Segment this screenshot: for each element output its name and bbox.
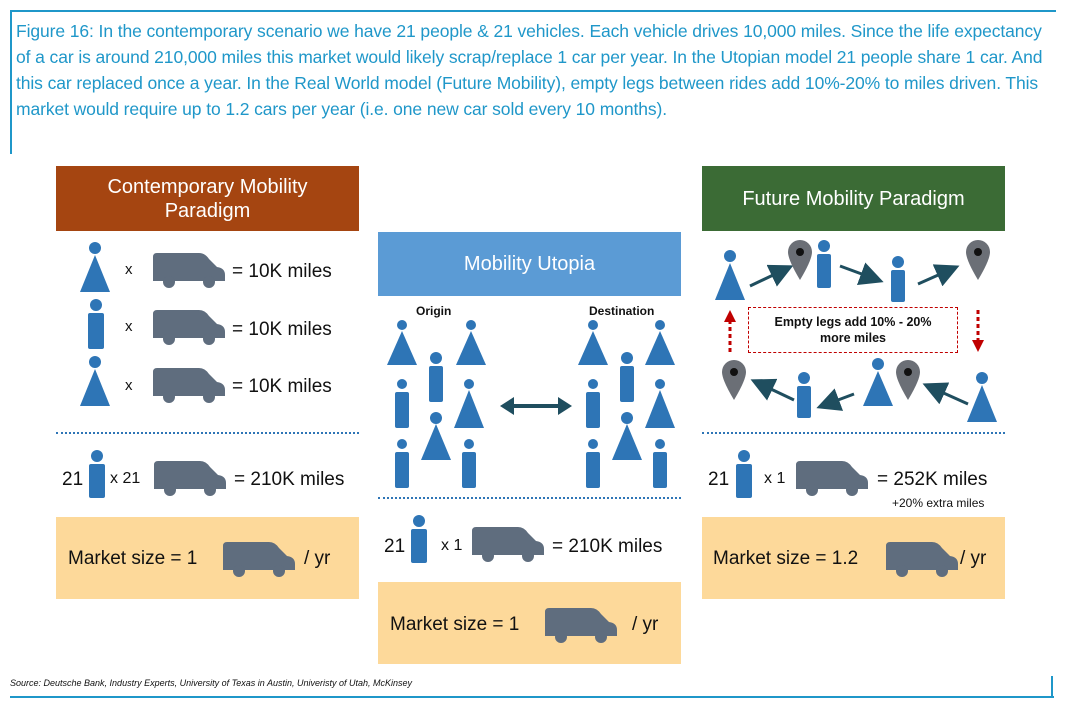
arrow-icon: [972, 310, 984, 352]
double-arrow-icon: [500, 397, 572, 415]
person-female-icon: [578, 320, 608, 365]
person-male-icon: [395, 379, 409, 428]
people-count: 21: [708, 469, 730, 490]
contemporary-title: Contemporary Mobility Paradigm: [56, 166, 359, 231]
contemporary-row-result: = 10K miles: [232, 319, 332, 340]
times-sign: x: [125, 377, 133, 394]
person-female-icon: [454, 379, 484, 428]
people-count: 21: [62, 469, 84, 490]
person-female-icon: [863, 358, 893, 406]
person-female-icon: [80, 356, 110, 406]
car-icon: [153, 253, 225, 288]
arrow-icon: [724, 310, 736, 352]
car-icon: [545, 608, 617, 643]
person-male-icon: [586, 379, 600, 428]
divider: [702, 432, 1005, 434]
arrow-icon: [922, 382, 969, 406]
person-female-icon: [612, 412, 642, 460]
future-market-size: Market size = 1.2 / yr: [702, 517, 1005, 599]
market-size-unit: / yr: [960, 548, 987, 569]
person-male-icon: [88, 299, 104, 349]
person-male-icon: [462, 439, 476, 488]
utopia-market-size: Market size = 1 / yr: [378, 582, 681, 664]
person-female-icon: [645, 320, 675, 365]
car-icon: [223, 542, 295, 577]
person-male-icon: [620, 352, 634, 402]
total-miles: = 210K miles: [234, 469, 345, 490]
future-title: Future Mobility Paradigm: [702, 166, 1005, 231]
market-size-label: Market size = 1: [68, 548, 198, 569]
person-male-icon: [411, 515, 427, 563]
location-pin-icon: [788, 240, 812, 280]
times-count: x 21: [110, 470, 141, 487]
car-icon: [472, 527, 544, 562]
origin-people-group: [387, 320, 486, 488]
contemporary-row-result: = 10K miles: [232, 376, 332, 397]
person-male-icon: [429, 352, 443, 402]
person-female-icon: [645, 379, 675, 428]
person-male-icon: [797, 372, 811, 418]
person-male-icon: [395, 439, 409, 488]
people-count: 21: [384, 536, 406, 557]
location-pin-icon: [966, 240, 990, 280]
arrow-icon: [839, 262, 884, 286]
person-male-icon: [817, 240, 831, 288]
bottom-rule: [10, 696, 1054, 698]
arrow-icon: [750, 378, 795, 402]
market-size-unit: / yr: [632, 614, 659, 635]
destination-label: Destination: [589, 304, 655, 318]
arrow-icon: [917, 264, 960, 287]
car-icon: [153, 368, 225, 403]
market-size-label: Market size = 1: [390, 614, 520, 635]
person-female-icon: [421, 412, 451, 460]
bottom-rule-tick: [1051, 676, 1053, 698]
times-count: x 1: [764, 470, 786, 487]
total-miles: = 210K miles: [552, 536, 663, 557]
person-male-icon: [891, 256, 905, 302]
empty-legs-note: Empty legs add 10% - 20% more miles: [748, 307, 958, 353]
contemporary-row-result: = 10K miles: [232, 261, 332, 282]
times-count: x 1: [441, 537, 463, 554]
utopia-title: Mobility Utopia: [378, 232, 681, 296]
person-male-icon: [89, 450, 105, 498]
car-icon: [154, 461, 226, 496]
origin-label: Origin: [416, 304, 452, 318]
person-female-icon: [715, 250, 745, 300]
market-size-unit: / yr: [304, 548, 331, 569]
total-miles: = 252K miles: [877, 469, 988, 490]
person-female-icon: [456, 320, 486, 365]
car-icon: [796, 461, 868, 496]
person-female-icon: [80, 242, 110, 292]
source-footnote: Source: Deutsche Bank, Industry Experts,…: [10, 678, 412, 688]
divider: [378, 497, 681, 499]
car-icon: [153, 310, 225, 345]
arrow-icon: [816, 388, 855, 411]
contemporary-market-size: Market size = 1 / yr: [56, 517, 359, 599]
location-pin-icon: [896, 360, 920, 400]
future-route-diagram: [715, 240, 997, 422]
divider: [56, 432, 359, 434]
market-size-label: Market size = 1.2: [713, 548, 859, 569]
person-female-icon: [967, 372, 997, 422]
person-female-icon: [387, 320, 417, 365]
location-pin-icon: [722, 360, 746, 400]
times-sign: x: [125, 261, 133, 278]
destination-people-group: [578, 320, 675, 488]
arrow-icon: [749, 264, 794, 288]
figure-caption: Figure 16: In the contemporary scenario …: [10, 10, 1056, 154]
car-icon: [886, 542, 958, 577]
extra-miles-note: +20% extra miles: [892, 496, 985, 510]
person-male-icon: [653, 439, 667, 488]
person-male-icon: [586, 439, 600, 488]
times-sign: x: [125, 318, 133, 335]
person-male-icon: [736, 450, 752, 498]
